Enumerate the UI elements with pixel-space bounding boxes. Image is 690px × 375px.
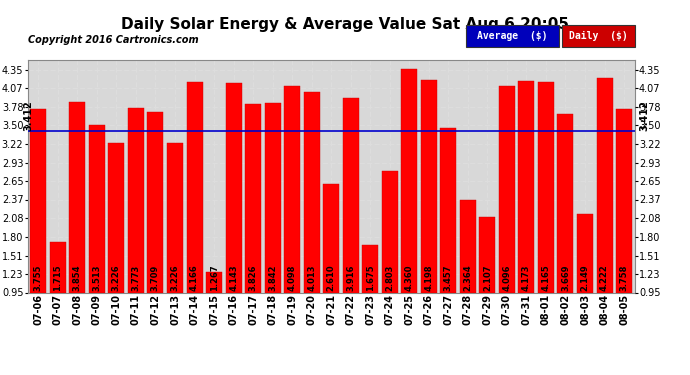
Bar: [382, 171, 397, 292]
Text: 1.715: 1.715: [53, 265, 62, 291]
Text: 4.222: 4.222: [600, 264, 609, 291]
Bar: [89, 124, 105, 292]
Text: 3.226: 3.226: [170, 265, 179, 291]
Bar: [108, 144, 124, 292]
Bar: [499, 87, 515, 292]
Bar: [558, 114, 573, 292]
Text: 1.675: 1.675: [366, 265, 375, 291]
Text: 2.149: 2.149: [580, 265, 589, 291]
Bar: [245, 104, 261, 292]
Text: 3.854: 3.854: [73, 265, 82, 291]
Text: 4.166: 4.166: [190, 264, 199, 291]
Bar: [186, 82, 203, 292]
Bar: [70, 102, 86, 292]
Text: 4.165: 4.165: [542, 264, 551, 291]
Bar: [343, 98, 359, 292]
Text: Average  ($): Average ($): [477, 31, 548, 41]
Bar: [518, 81, 535, 292]
Text: 2.107: 2.107: [483, 265, 492, 291]
Bar: [304, 92, 319, 292]
Text: 3.513: 3.513: [92, 265, 101, 291]
Text: 3.669: 3.669: [561, 265, 570, 291]
Text: Copyright 2016 Cartronics.com: Copyright 2016 Cartronics.com: [28, 35, 198, 45]
Text: 4.173: 4.173: [522, 265, 531, 291]
Text: Daily  ($): Daily ($): [569, 31, 628, 41]
Bar: [30, 109, 46, 292]
Bar: [616, 109, 632, 292]
Text: 2.364: 2.364: [464, 265, 473, 291]
Bar: [50, 242, 66, 292]
Bar: [323, 184, 339, 292]
Text: 3.826: 3.826: [248, 265, 257, 291]
Text: 3.773: 3.773: [132, 265, 141, 291]
Text: 3.226: 3.226: [112, 265, 121, 291]
Text: 4.013: 4.013: [307, 265, 316, 291]
Bar: [538, 82, 554, 292]
Bar: [128, 108, 144, 292]
Text: 3.842: 3.842: [268, 265, 277, 291]
Bar: [460, 200, 476, 292]
Text: 3.755: 3.755: [34, 265, 43, 291]
Text: Daily Solar Energy & Average Value Sat Aug 6 20:05: Daily Solar Energy & Average Value Sat A…: [121, 17, 569, 32]
Text: 4.360: 4.360: [405, 265, 414, 291]
Bar: [362, 245, 378, 292]
Text: 3.758: 3.758: [620, 265, 629, 291]
Text: 1.267: 1.267: [210, 265, 219, 291]
Bar: [167, 144, 183, 292]
Text: 3.709: 3.709: [151, 265, 160, 291]
Bar: [440, 128, 456, 292]
Text: 3.412: 3.412: [23, 100, 34, 131]
Text: 2.803: 2.803: [385, 265, 394, 291]
Text: 2.610: 2.610: [326, 265, 336, 291]
Bar: [148, 112, 164, 292]
Bar: [206, 272, 222, 292]
Text: 3.457: 3.457: [444, 265, 453, 291]
Bar: [577, 214, 593, 292]
Text: 4.098: 4.098: [288, 265, 297, 291]
Bar: [480, 217, 495, 292]
Bar: [421, 80, 437, 292]
Text: 4.096: 4.096: [502, 265, 511, 291]
Bar: [597, 78, 613, 292]
Bar: [265, 103, 281, 292]
Bar: [284, 86, 300, 292]
Text: 3.412: 3.412: [640, 100, 650, 131]
Text: 4.143: 4.143: [229, 265, 238, 291]
Text: 4.198: 4.198: [424, 265, 433, 291]
Bar: [402, 69, 417, 292]
Bar: [226, 83, 241, 292]
Text: 3.916: 3.916: [346, 265, 355, 291]
